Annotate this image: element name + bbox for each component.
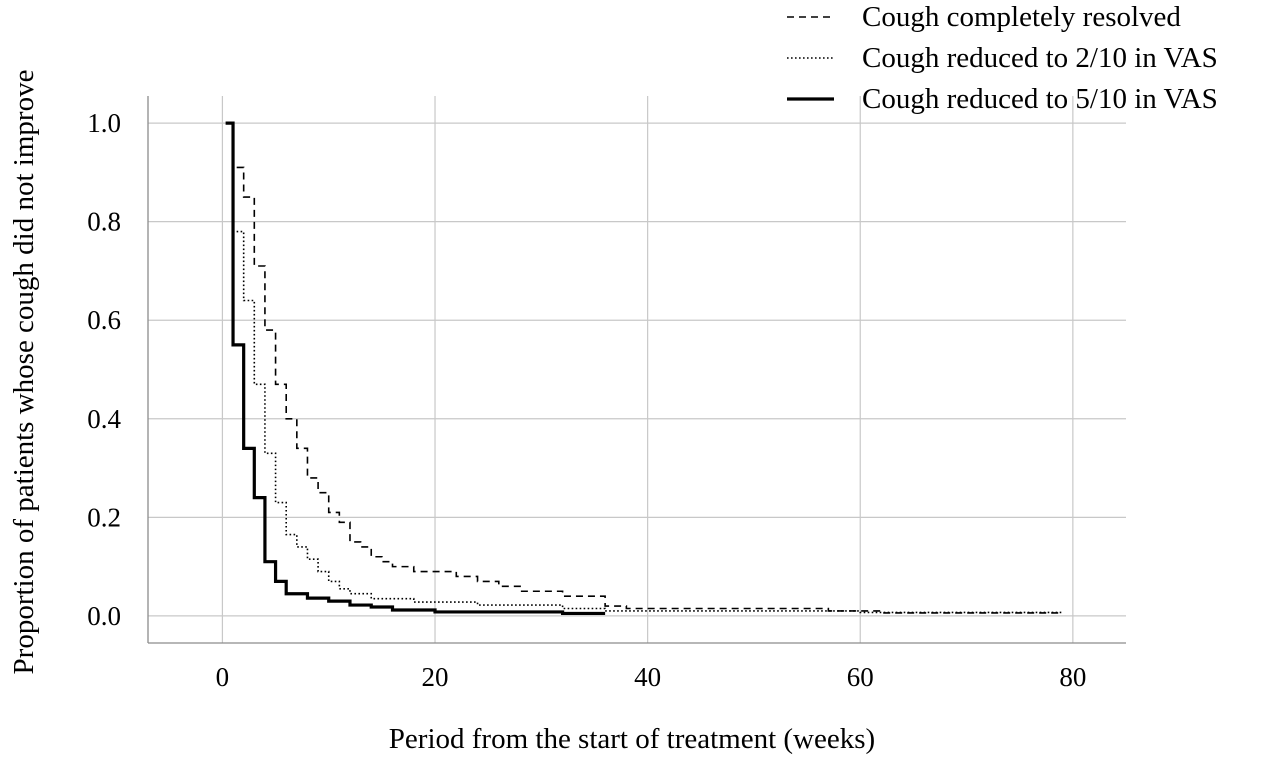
x-tick-label: 60	[847, 662, 874, 692]
x-tick-label: 0	[216, 662, 230, 692]
legend-label-1: Cough completely resolved	[862, 1, 1181, 33]
plot-frame	[147, 96, 1126, 644]
y-tick-label: 0.4	[87, 404, 121, 434]
y-tick-label: 0.2	[87, 502, 121, 532]
y-tick-label: 0.6	[87, 305, 121, 335]
x-tick-label: 20	[422, 662, 449, 692]
series-lines	[225, 121, 1063, 616]
series-line-1	[232, 123, 1063, 614]
x-axis-ticks: 0 20 40 60 80	[216, 662, 1087, 692]
series-line-2	[232, 123, 1063, 614]
legend-label-2: Cough reduced to 2/10 in VAS	[862, 42, 1218, 74]
x-tick-label: 80	[1059, 662, 1086, 692]
y-axis-ticks: 0.0 0.2 0.4 0.6 0.8 1.0	[87, 108, 121, 631]
legend-label-3: Cough reduced to 5/10 in VAS	[862, 83, 1218, 115]
y-axis-label: Proportion of patients whose cough did n…	[8, 70, 40, 675]
x-tick-label: 40	[634, 662, 661, 692]
grid	[148, 96, 1126, 643]
y-tick-label: 1.0	[87, 108, 121, 138]
legend: Cough completely resolved Cough reduced t…	[787, 1, 1218, 115]
x-axis-label: Period from the start of treatment (week…	[389, 723, 875, 755]
y-tick-label: 0.0	[87, 601, 121, 631]
y-tick-label: 0.8	[87, 207, 121, 237]
series-line-3	[225, 121, 606, 616]
